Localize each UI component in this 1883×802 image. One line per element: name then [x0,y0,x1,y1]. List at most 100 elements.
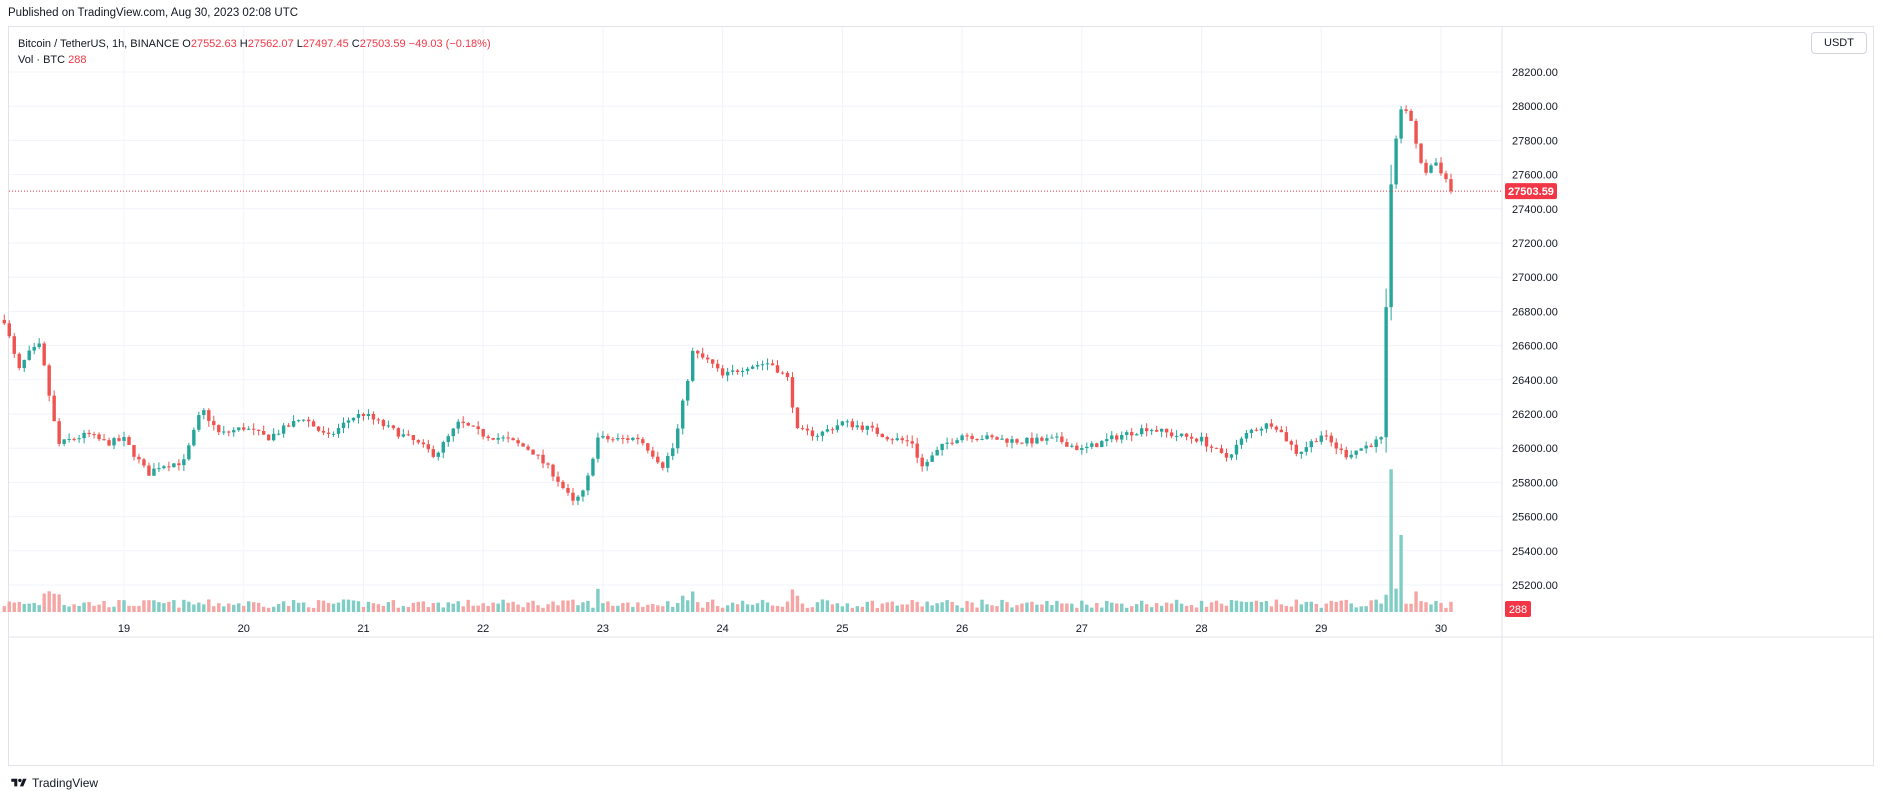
volume-bar [686,600,690,612]
last-price-badge [1505,183,1557,200]
candle-body [1194,438,1199,442]
candle-body [720,368,725,376]
volume-bar [935,603,939,612]
volume-bar [855,606,860,612]
candle-body [646,443,650,451]
volume-bar [740,600,745,612]
volume-bar [596,588,600,612]
candle-body [1030,437,1034,444]
candle-body [1189,436,1194,439]
currency-button[interactable]: USDT [1811,32,1867,54]
volume-bar [601,603,605,612]
candle-body [1055,436,1059,438]
volume-bar [17,601,21,612]
volume-bar [805,607,810,612]
candle-body [1214,447,1219,449]
candle-body [1439,162,1443,174]
volume-bar [1239,601,1244,612]
candle-body [1100,441,1104,448]
volume-bar [326,603,331,612]
candle-body [411,435,416,441]
candle-body [227,431,231,433]
candle-body [506,437,510,439]
volume-bar [1085,604,1089,612]
candle-body [900,438,904,441]
candle-body [127,437,131,445]
volume-bar [37,605,41,612]
candle-body [122,437,126,441]
volume-bar [42,593,46,612]
candle-body [1080,448,1084,450]
volume-bar [810,607,815,612]
volume-bar [1264,601,1269,612]
volume-bar [1055,600,1059,612]
candle-body [117,438,121,441]
symbol-label[interactable]: Bitcoin / TetherUS, 1h, BINANCE [18,38,180,50]
candle-body [1130,432,1134,436]
volume-bar [1284,605,1289,612]
volume-label[interactable]: Vol · BTC [18,54,66,66]
time-tick-label: 23 [597,623,609,635]
candle-body [965,435,969,437]
candle-body [1329,435,1333,443]
volume-bar [606,601,610,612]
volume-bar [1130,606,1134,612]
candle-body [1164,428,1169,433]
volume-bar [361,607,366,612]
volume-bar [301,602,306,612]
candle-body [311,421,316,427]
candle-body [975,439,979,441]
volume-bar [895,605,899,612]
last-volume-badge [1505,601,1531,617]
candle-body [1105,439,1109,442]
candle-body [1040,437,1044,441]
volume-bar [162,603,166,612]
volume-bar [676,602,680,612]
volume-bar [960,607,964,612]
candle-body [202,410,206,416]
candle-body [152,468,156,476]
volume-bar [1399,534,1403,612]
volume-bar [970,602,974,612]
candle-body [1259,428,1264,431]
volume-bar [521,607,525,612]
candle-body [77,438,81,440]
volume-bar [516,604,520,612]
candle-body [471,425,475,427]
volume-bar [1199,600,1204,612]
candle-body [1244,432,1249,439]
volume-bar [800,603,805,612]
volume-bar [1279,604,1284,612]
volume-bar [1429,604,1433,612]
candle-body [276,433,281,435]
candle-body [755,365,760,367]
volume-bar [691,591,695,612]
candle-body [1154,429,1159,432]
volume-bar [626,602,630,612]
volume-bar [62,604,66,612]
volume-bar [785,601,790,612]
volume-bar [426,607,431,612]
candle-body [561,481,565,488]
candle-body [1234,444,1239,455]
volume-bar [1179,603,1184,612]
candle-body [1060,436,1064,443]
candle-body [1174,435,1179,437]
volume-bar [835,603,840,612]
volume-bar [990,605,994,612]
volume-bar [681,595,685,612]
candle-body [910,441,914,444]
candle-body [271,433,276,441]
volume-bar [830,604,835,612]
volume-bar [197,602,201,612]
footer-brand[interactable]: TradingView [10,776,98,790]
volume-bar [222,606,226,612]
candle-body [930,455,934,462]
volume-bar [875,607,879,612]
volume-bar [1209,602,1214,612]
volume-bar [1134,604,1139,612]
chart-frame [8,26,1874,766]
candle-body [915,443,919,458]
time-tick-label: 26 [956,623,968,635]
